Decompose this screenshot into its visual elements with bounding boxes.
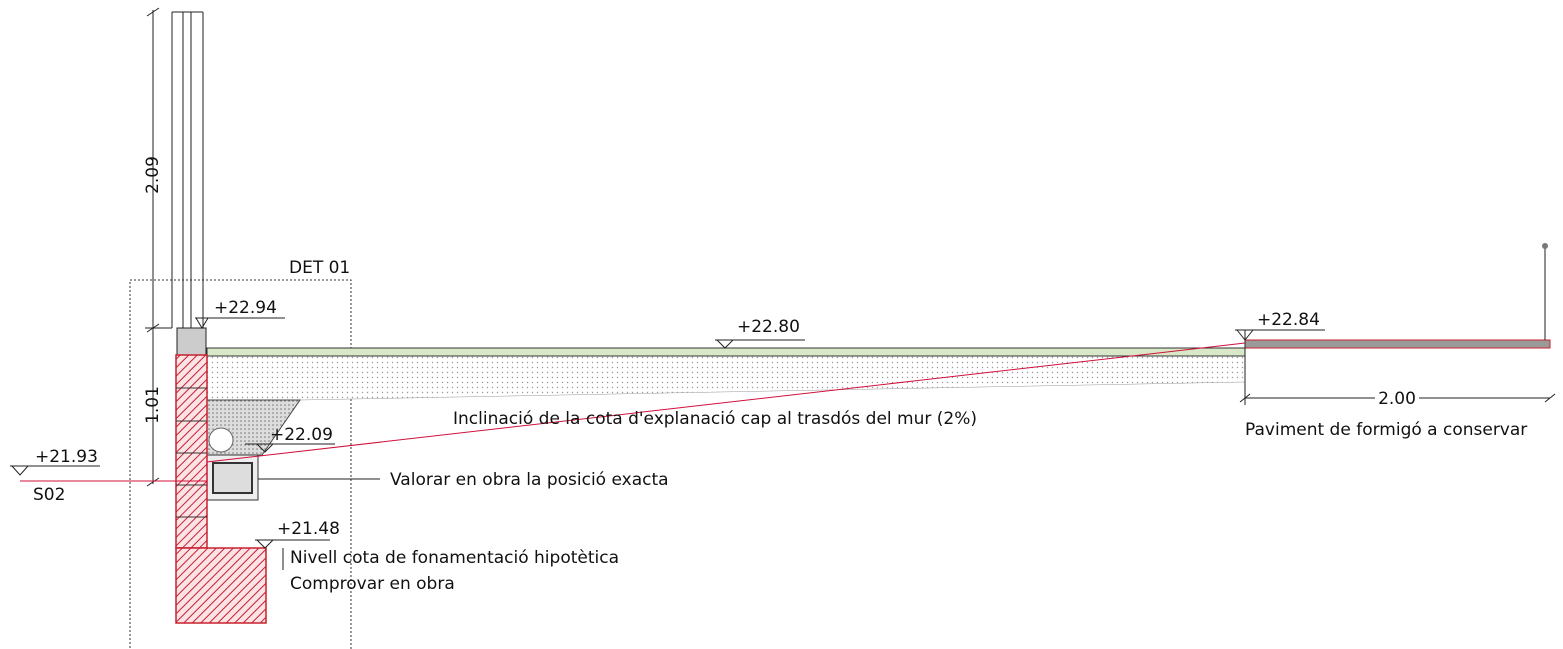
dimension: 2.00 [1378, 389, 1416, 409]
dimension: 1.01 [143, 386, 163, 424]
level: +22.09 [270, 425, 333, 445]
level: +22.94 [214, 298, 277, 318]
note: Inclinació de la cota d'explanació cap a… [453, 409, 977, 429]
dimension: 2.09 [143, 156, 163, 194]
note: Nivell cota de fonamentació hipotètica [290, 548, 619, 568]
section-label: S02 [33, 485, 65, 505]
level: +21.48 [277, 519, 340, 539]
detail-label: DET 01 [289, 258, 350, 278]
note: Comprovar en obra [290, 574, 455, 594]
note: Valorar en obra la posició exacta [390, 470, 669, 490]
note: Paviment de formigó a conservar [1245, 420, 1527, 440]
level: +22.80 [737, 317, 800, 337]
level: +22.84 [1257, 310, 1320, 330]
section-drawing: 2.09 1.01 2.00 DET 01 +22.94 +22.80 +22.… [0, 0, 1563, 649]
level: +21.93 [35, 447, 98, 467]
